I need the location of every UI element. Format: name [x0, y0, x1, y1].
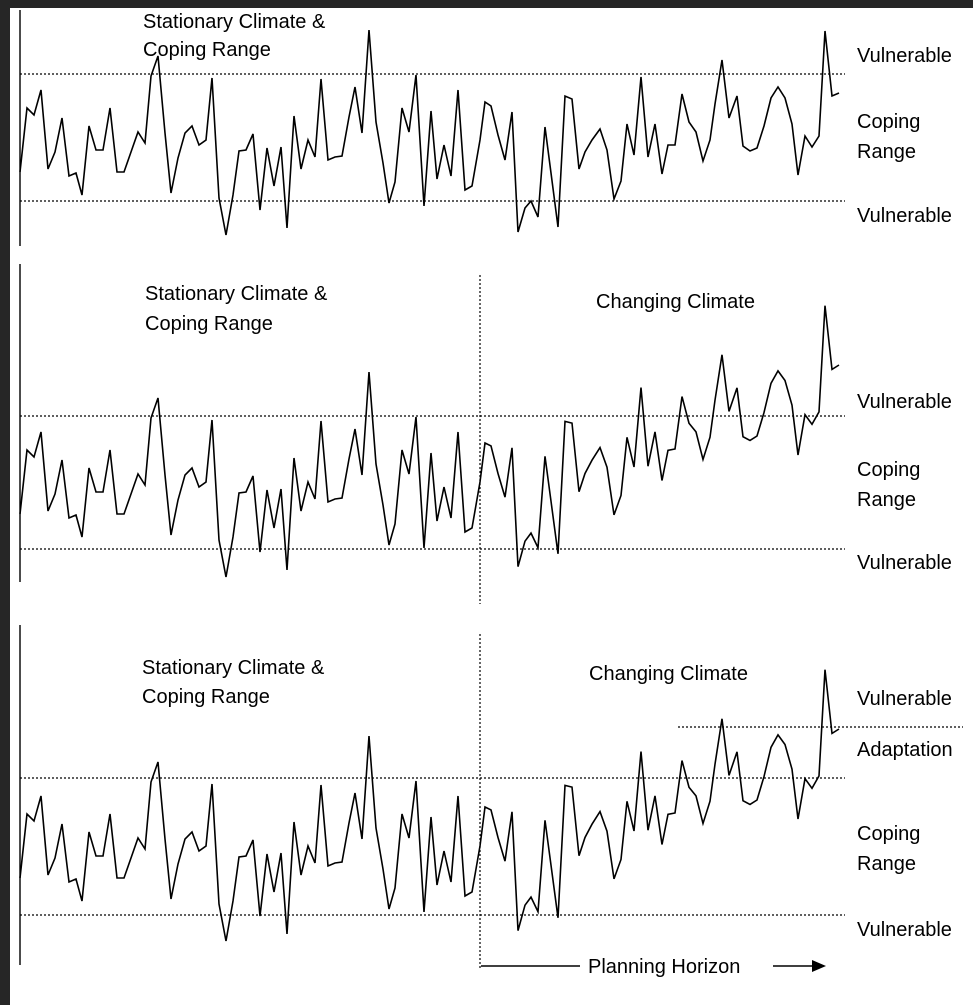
planning-horizon-label: Planning Horizon — [588, 956, 740, 978]
panel2-upper-vulnerable-label: Vulnerable — [857, 391, 952, 413]
panel1-lower-vulnerable-label: Vulnerable — [857, 205, 952, 227]
left-border — [0, 0, 10, 1005]
panel3-changing-climate-title: Changing Climate — [589, 663, 748, 685]
panel1-title-line2: Coping Range — [143, 39, 271, 61]
panel1-climate-trace — [19, 29, 840, 236]
panel1-coping-label: Coping — [857, 111, 920, 133]
panel2-lower-vulnerable-label: Vulnerable — [857, 552, 952, 574]
panel3-range-label: Range — [857, 853, 916, 875]
panel1-title-line1: Stationary Climate & — [143, 11, 326, 33]
panel2-title-line2: Coping Range — [145, 313, 273, 335]
panel3-climate-trace — [19, 669, 840, 942]
panel2-coping-label: Coping — [857, 459, 920, 481]
panel3-top-vulnerable-label: Vulnerable — [857, 688, 952, 710]
panel3-adaptation-label: Adaptation — [857, 739, 953, 761]
panel3-coping-label: Coping — [857, 823, 920, 845]
panel3-title-line1: Stationary Climate & — [142, 657, 325, 679]
panel1-range-label: Range — [857, 141, 916, 163]
panel-changing: Stationary Climate & Coping Range Changi… — [19, 264, 952, 604]
panel3-title-line2: Coping Range — [142, 686, 270, 708]
panel-adaptation: Stationary Climate & Coping Range Changi… — [19, 625, 963, 978]
panel2-range-label: Range — [857, 489, 916, 511]
planning-horizon-arrowhead-icon — [812, 960, 826, 972]
panel-stationary: Stationary Climate & Coping Range Vulner… — [19, 10, 952, 246]
panel2-changing-climate-title: Changing Climate — [596, 291, 755, 313]
panel3-lower-vulnerable-label: Vulnerable — [857, 919, 952, 941]
panel1-upper-vulnerable-label: Vulnerable — [857, 45, 952, 67]
top-border — [0, 0, 973, 8]
panel2-title-line1: Stationary Climate & — [145, 283, 328, 305]
panel2-climate-trace — [19, 305, 840, 578]
